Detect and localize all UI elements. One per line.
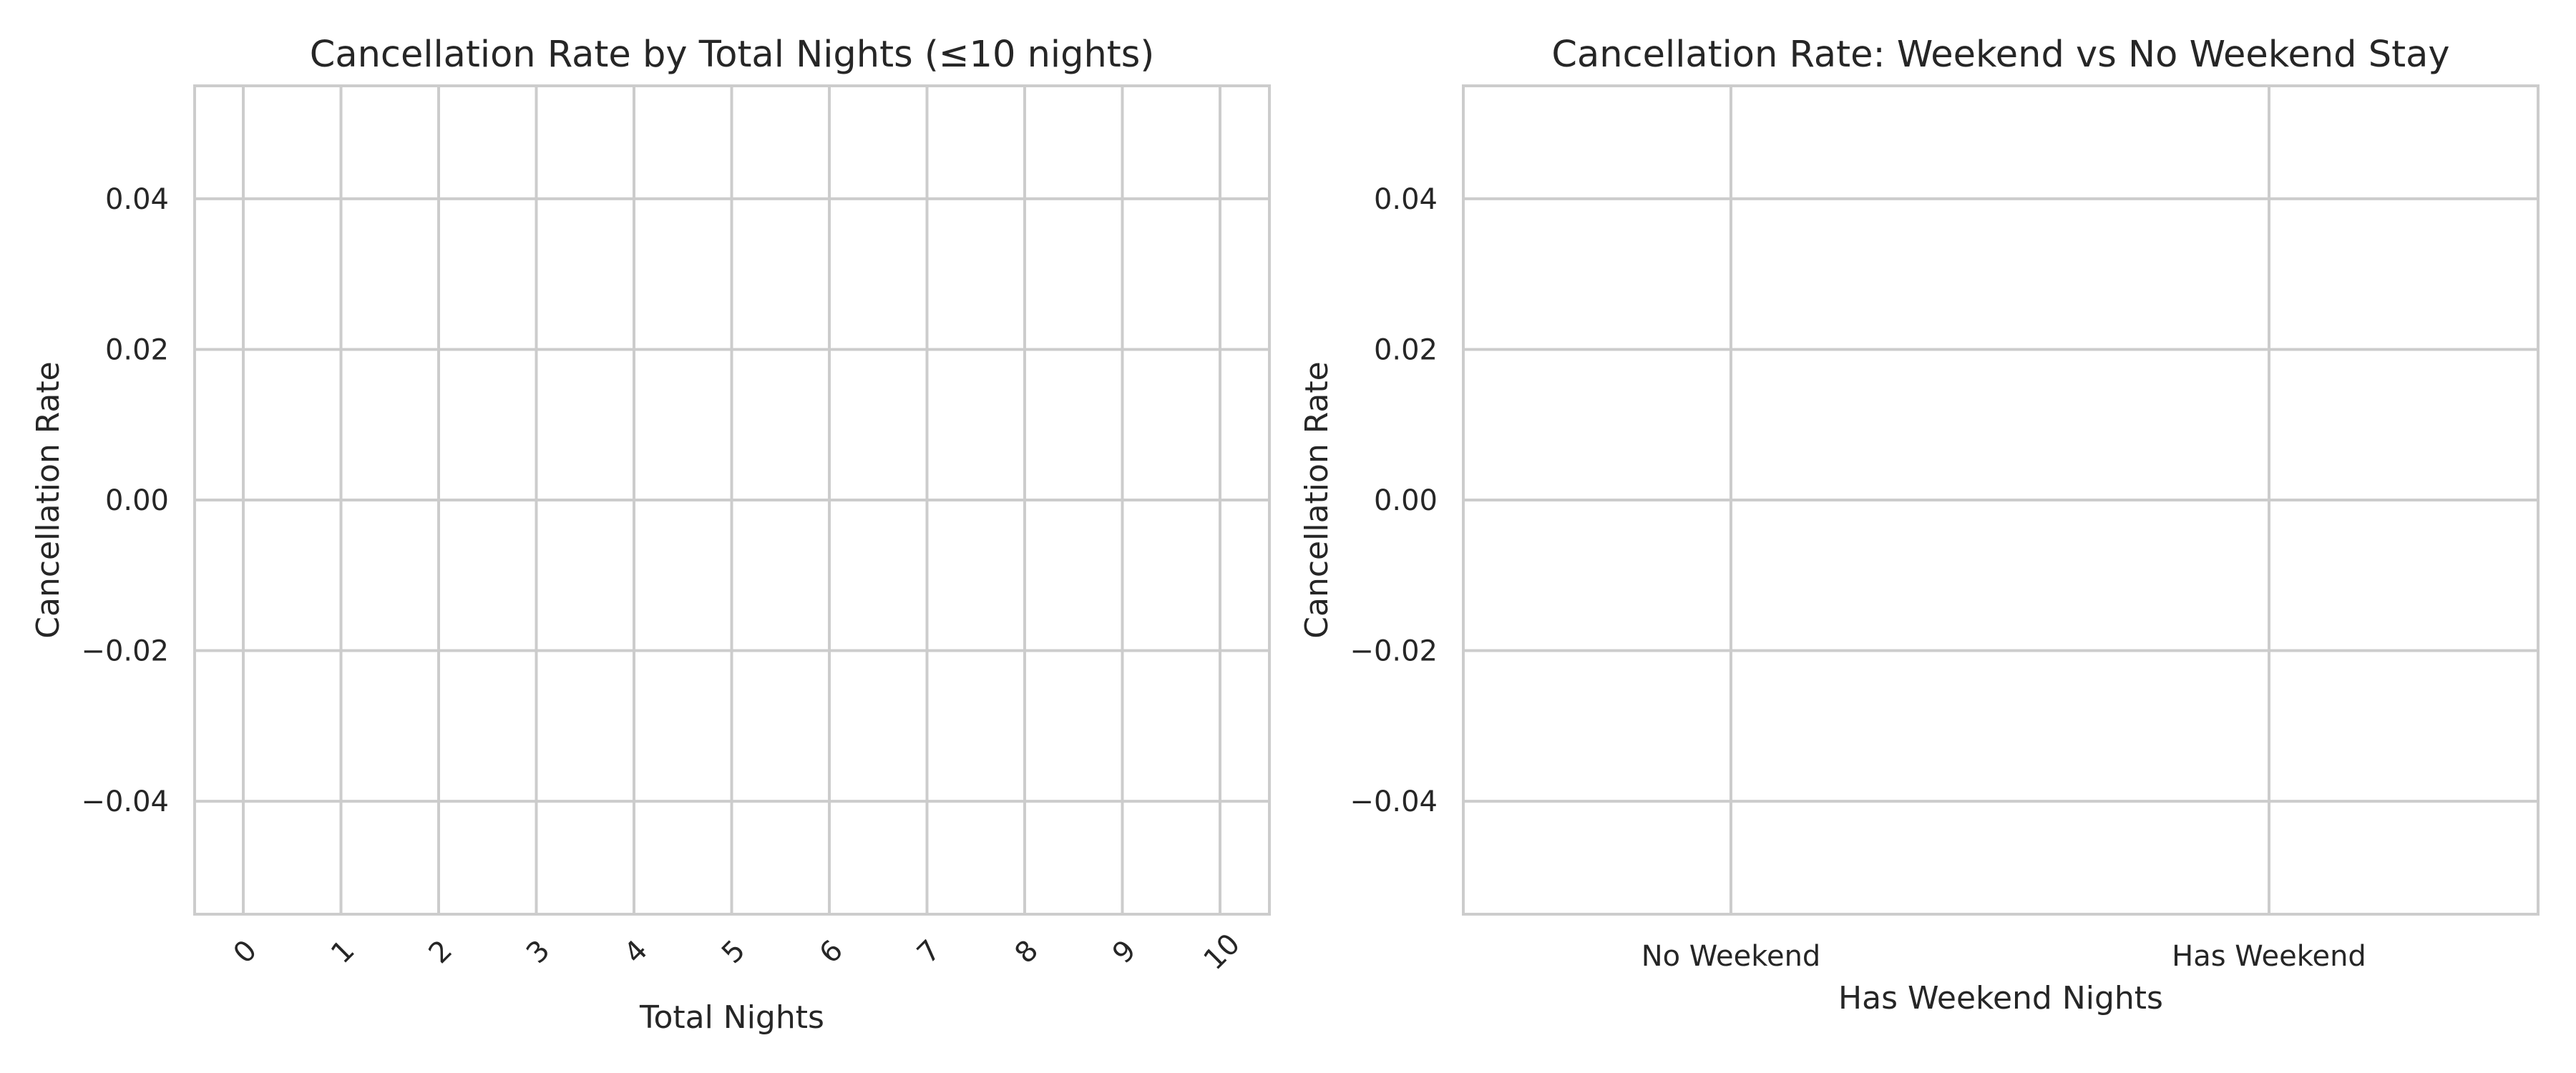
y-tick-label: 0.00 [1374,484,1438,517]
chart-title: Cancellation Rate: Weekend vs No Weekend… [1551,34,2449,76]
x-tick-label: No Weekend [1641,940,1821,973]
y-tick-label: −0.04 [1350,785,1438,818]
y-tick-label: −0.04 [81,785,169,818]
y-tick-label: −0.02 [81,635,169,668]
x-tick-labels: No Weekend Has Weekend [1641,940,2366,973]
y-tick-label: 0.04 [105,183,169,216]
y-axis-label: Cancellation Rate [30,361,67,638]
chart-title: Cancellation Rate by Total Nights (≤10 n… [310,34,1155,76]
plot-frame [193,84,1271,916]
y-tick-label: 0.04 [1374,183,1438,216]
y-tick-label: 0.00 [105,484,169,517]
y-tick-label: 0.02 [105,333,169,366]
y-tick-labels: 0.04 0.02 0.00 −0.02 −0.04 [81,183,169,818]
y-tick-label: 0.02 [1374,333,1438,366]
y-tick-labels: 0.04 0.02 0.00 −0.02 −0.04 [1350,183,1438,818]
plot-frame [1462,84,2540,916]
x-axis-label: Total Nights [639,999,824,1036]
chart-panel-total-nights: Cancellation Rate by Total Nights (≤10 n… [30,34,1271,1036]
x-axis-label: Has Weekend Nights [1838,980,2163,1016]
x-tick-label: Has Weekend [2172,940,2366,973]
y-axis-label: Cancellation Rate [1299,361,1335,638]
y-tick-label: −0.02 [1350,635,1438,668]
chart-panel-weekend: Cancellation Rate: Weekend vs No Weekend… [1299,34,2540,1016]
